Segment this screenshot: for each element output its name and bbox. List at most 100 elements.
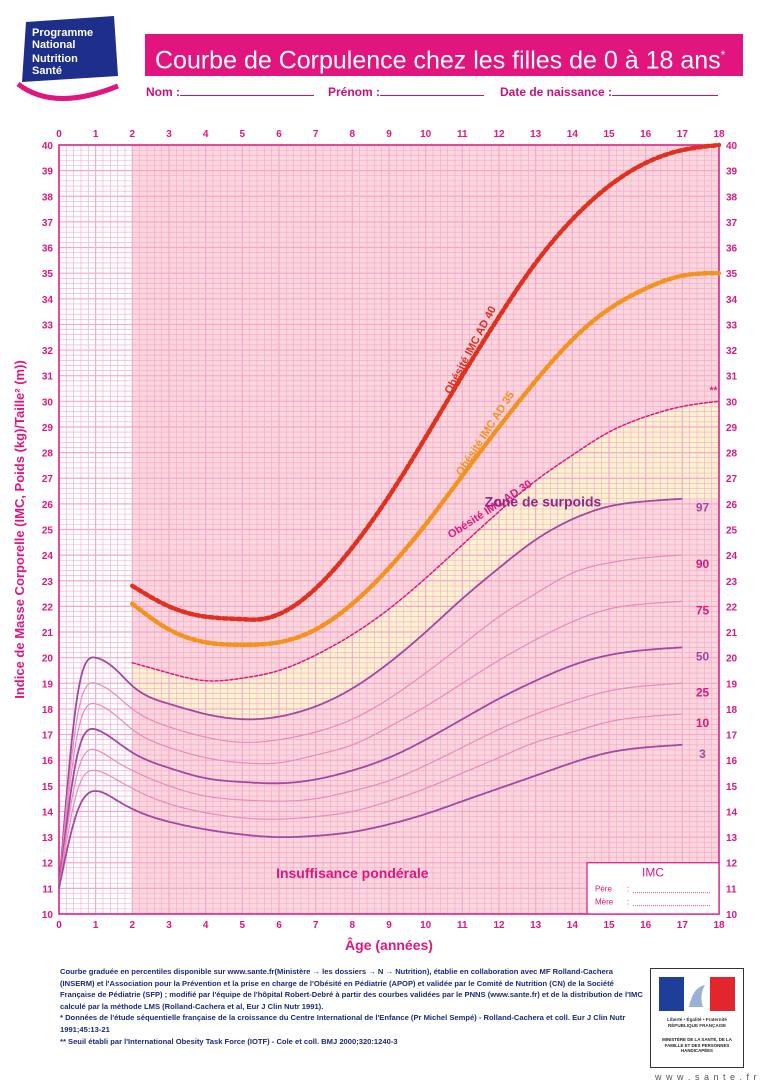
y-tick-label-right: 31 xyxy=(726,372,738,383)
input-prenom[interactable] xyxy=(380,84,485,96)
y-tick-label-left: 26 xyxy=(42,500,54,511)
percentile-label-90: 90 xyxy=(696,557,710,571)
y-tick-label-right: 20 xyxy=(726,654,738,665)
y-tick-label-right: 16 xyxy=(726,756,738,767)
y-tick-label-right: 11 xyxy=(726,884,737,895)
y-tick-label-right: 27 xyxy=(726,474,738,485)
ministry-name: MINISTÈRE DE LA SANTÉ, DE LA FAMILLE ET … xyxy=(662,1037,732,1054)
field-naissance[interactable]: Date de naissance : xyxy=(500,84,719,99)
y-tick-label-left: 33 xyxy=(42,320,54,331)
x-tick-label-bottom: 14 xyxy=(567,920,579,931)
x-tick-label-bottom: 2 xyxy=(130,920,136,931)
y-tick-label-left: 16 xyxy=(42,756,54,767)
x-tick-label-bottom: 8 xyxy=(350,920,356,931)
x-tick-label-top: 1 xyxy=(93,129,99,140)
x-tick-label-top: 13 xyxy=(530,129,542,140)
y-tick-label-left: 34 xyxy=(42,295,54,306)
x-tick-label-bottom: 0 xyxy=(56,920,62,931)
underweight-zone-label: Insuffisance pondérale xyxy=(276,865,429,881)
y-tick-label-left: 14 xyxy=(42,807,54,818)
y-tick-label-right: 40 xyxy=(726,141,738,152)
x-tick-label-bottom: 9 xyxy=(386,920,392,931)
x-tick-label-top: 18 xyxy=(713,129,725,140)
chart-grid xyxy=(58,144,720,915)
y-tick-label-left: 18 xyxy=(42,705,54,716)
y-tick-label-left: 21 xyxy=(42,628,54,639)
y-tick-label-left: 40 xyxy=(42,141,54,152)
x-tick-label-bottom: 6 xyxy=(276,920,282,931)
percentile-curve-3 xyxy=(58,743,683,889)
marianne-flag-icon xyxy=(659,977,735,1011)
pnns-logo: Programme National Nutrition Santé xyxy=(16,16,119,101)
y-tick-label-right: 14 xyxy=(726,807,738,818)
y-tick-label-left: 31 xyxy=(42,372,54,383)
x-tick-label-top: 2 xyxy=(130,129,136,140)
y-tick-label-right: 23 xyxy=(726,577,738,588)
y-tick-label-right: 36 xyxy=(726,244,738,255)
x-tick-label-bottom: 5 xyxy=(240,920,246,931)
percentile-label-10: 10 xyxy=(696,716,710,730)
field-nom[interactable]: Nom : xyxy=(146,84,314,99)
plot-frame xyxy=(58,144,720,915)
percentile-label-75: 75 xyxy=(696,603,710,617)
footer-note-2: ** Seuil établi par l'International Obes… xyxy=(60,1036,398,1046)
x-tick-label-top: 3 xyxy=(166,129,172,140)
y-tick-label-right: 19 xyxy=(726,679,738,690)
motto: Liberté • Égalité • Fraternité RÉPUBLIQUE… xyxy=(667,1017,727,1028)
y-tick-label-left: 24 xyxy=(42,551,54,562)
y-axis-title: Indice de Masse Corporelle (IMC, Poids (… xyxy=(12,360,27,699)
label-naissance: Date de naissance : xyxy=(500,85,613,99)
y-tick-label-right: 32 xyxy=(726,346,738,357)
x-tick-label-top: 15 xyxy=(603,129,615,140)
bmi-chart: 0011223344556677889910101111121213131414… xyxy=(12,129,738,953)
y-tick-label-right: 15 xyxy=(726,782,738,793)
threshold-footnote-mark: ** xyxy=(710,386,718,397)
obesity-curve-35 xyxy=(130,270,722,648)
x-tick-label-bottom: 3 xyxy=(166,920,172,931)
y-tick-label-left: 13 xyxy=(42,833,54,844)
logo-line4: Santé xyxy=(32,65,62,77)
x-tick-label-bottom: 15 xyxy=(603,920,615,931)
y-tick-label-left: 17 xyxy=(42,731,54,742)
title-banner: Courbe de Corpulence chez les filles de … xyxy=(145,34,743,76)
x-tick-label-bottom: 4 xyxy=(203,920,209,931)
input-nom[interactable] xyxy=(180,84,314,96)
y-tick-label-left: 38 xyxy=(42,192,54,203)
y-tick-label-left: 12 xyxy=(42,859,54,870)
logo-line2: National xyxy=(32,39,75,51)
imc-mother-colon: : xyxy=(627,898,629,907)
y-tick-label-left: 27 xyxy=(42,474,54,485)
x-tick-label-top: 12 xyxy=(493,129,505,140)
y-tick-label-right: 22 xyxy=(726,602,738,613)
field-prenom[interactable]: Prénom : xyxy=(328,84,485,99)
percentile-curve-90 xyxy=(58,554,683,889)
x-tick-label-top: 14 xyxy=(567,129,579,140)
label-nom: Nom : xyxy=(146,85,180,99)
y-tick-label-right: 39 xyxy=(726,167,738,178)
x-axis-title: Âge (années) xyxy=(345,936,433,953)
website[interactable]: w w w . s a n t e . f r xyxy=(655,1072,758,1082)
x-tick-label-top: 0 xyxy=(56,129,62,140)
y-tick-label-left: 25 xyxy=(42,526,54,537)
footer-note-1: * Données de l'étude séquentielle frança… xyxy=(60,1013,626,1034)
y-tick-label-left: 11 xyxy=(42,884,53,895)
obesity-curve-30 xyxy=(131,400,720,682)
percentile-curve-10 xyxy=(58,713,683,889)
y-tick-label-left: 15 xyxy=(42,782,54,793)
y-tick-label-left: 36 xyxy=(42,244,54,255)
y-tick-label-right: 29 xyxy=(726,423,738,434)
percentile-curve-97 xyxy=(58,497,683,889)
logo-line3: Nutrition xyxy=(32,53,78,65)
y-tick-label-right: 30 xyxy=(726,397,738,408)
y-tick-label-left: 19 xyxy=(42,679,54,690)
input-naissance[interactable] xyxy=(612,84,719,96)
y-tick-label-right: 25 xyxy=(726,526,738,537)
y-tick-label-left: 23 xyxy=(42,577,54,588)
y-tick-label-right: 13 xyxy=(726,833,738,844)
y-tick-label-right: 26 xyxy=(726,500,738,511)
imc-father-label: Père xyxy=(595,885,612,894)
x-tick-label-top: 9 xyxy=(386,129,392,140)
imc-box-title: IMC xyxy=(642,866,664,880)
y-tick-label-right: 33 xyxy=(726,320,738,331)
x-tick-label-top: 6 xyxy=(276,129,282,140)
